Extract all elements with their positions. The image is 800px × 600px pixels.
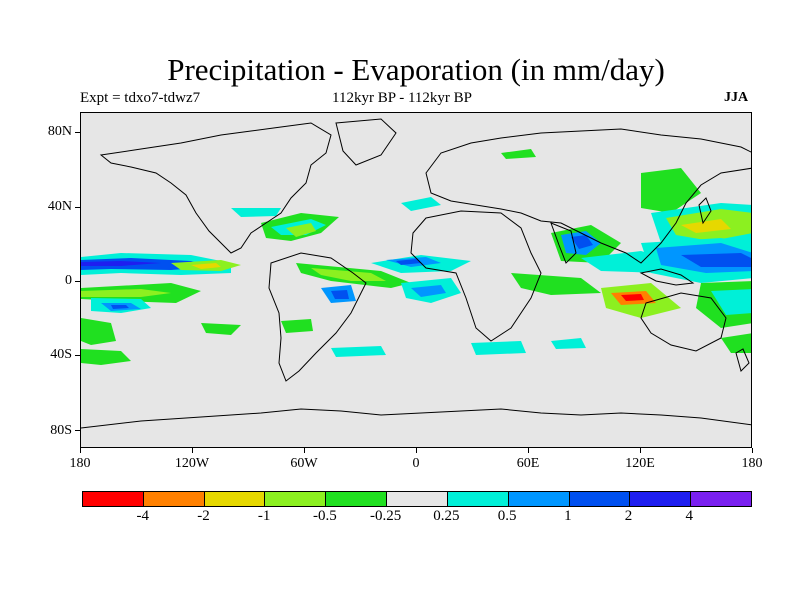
coastline-antarctica	[81, 408, 751, 429]
contour-region	[411, 285, 446, 297]
lat-label-40s: 40S	[50, 347, 72, 362]
axis-tick	[640, 448, 641, 453]
contour-region	[511, 273, 601, 295]
contour-region	[401, 197, 441, 211]
lat-label-80s: 80S	[50, 423, 72, 438]
contour-region	[721, 333, 751, 353]
coastline-eurasia	[425, 128, 751, 264]
colorbar-swatch	[447, 492, 509, 506]
colorbar-swatch	[204, 492, 266, 506]
lon-label-120w: 120W	[174, 456, 210, 471]
coastlines	[81, 118, 751, 429]
lon-label-60e: 60E	[516, 456, 540, 471]
colorbar-label: -4	[136, 508, 149, 524]
lon-label-0: 0	[412, 456, 420, 471]
colorbar-swatch	[691, 492, 751, 506]
axis-tick	[75, 355, 80, 356]
colorbar-swatch	[83, 492, 144, 506]
coastline-greenland	[335, 118, 397, 166]
coastline-india	[550, 222, 577, 264]
lon-label-60w: 60W	[290, 456, 318, 471]
axis-tick	[416, 448, 417, 453]
axis-tick	[304, 448, 305, 453]
contour-region	[396, 259, 421, 265]
colorbar-swatch	[630, 492, 692, 506]
colorbar-swatch	[326, 492, 388, 506]
colorbar-label: -2	[197, 508, 210, 524]
lat-label-40n: 40N	[47, 199, 72, 214]
contour-region	[331, 290, 349, 299]
axis-tick	[528, 448, 529, 453]
colorbar-label: 2	[624, 508, 633, 524]
colorbar-label: 4	[685, 508, 694, 524]
chart-title: Precipitation - Evaporation (in mm/day)	[167, 52, 665, 87]
colorbar-label: 0.5	[497, 508, 517, 524]
contour-region	[471, 341, 526, 355]
axis-tick	[75, 132, 80, 133]
map-panel	[80, 112, 752, 448]
precipitation-map	[81, 118, 751, 429]
coastline-australia	[640, 292, 727, 352]
contour-region	[231, 208, 281, 217]
contour-fields	[81, 149, 751, 365]
axis-tick	[75, 281, 80, 282]
contour-region	[191, 263, 221, 269]
colorbar-swatch	[265, 492, 327, 506]
contour-region	[81, 289, 171, 297]
coastline-indonesia	[639, 268, 695, 286]
axis-tick	[752, 448, 753, 453]
lon-label-180w: 180	[69, 456, 91, 471]
colorbar-label: 0.25	[433, 508, 460, 524]
coastline-north-america	[99, 122, 332, 254]
axis-tick	[80, 448, 81, 453]
colorbar-swatch	[143, 492, 205, 506]
contour-region	[641, 168, 701, 213]
colorbar-swatch	[569, 492, 631, 506]
season-label: JJA	[724, 90, 749, 105]
contour-region	[111, 305, 129, 309]
contour-region	[281, 319, 313, 333]
contour-region	[621, 294, 644, 301]
coastline-africa	[410, 210, 542, 342]
colorbar-label: -0.5	[313, 508, 337, 524]
colorbar	[82, 491, 752, 507]
coastline-south-america	[268, 252, 367, 382]
contour-region	[286, 223, 316, 237]
contour-region	[681, 253, 751, 267]
lat-label-80n: 80N	[47, 124, 72, 139]
experiment-label: Expt = tdxo7-tdwz7	[80, 90, 201, 106]
colorbar-swatch	[508, 492, 570, 506]
coastline-new-zealand	[735, 348, 750, 372]
lon-label-120e: 120E	[625, 456, 655, 471]
contour-region	[81, 261, 161, 266]
contour-region	[571, 235, 593, 249]
contour-region	[501, 149, 536, 159]
lat-label-0: 0	[65, 273, 72, 288]
axis-tick	[75, 207, 80, 208]
colorbar-label: -0.25	[370, 508, 402, 524]
contour-region	[331, 346, 386, 357]
contour-region	[711, 289, 751, 315]
colorbar-label: 1	[564, 508, 572, 524]
period-label: 112kyr BP - 112kyr BP	[332, 90, 473, 106]
contour-region	[201, 323, 241, 335]
axis-tick	[192, 448, 193, 453]
lon-label-180e: 180	[741, 456, 763, 471]
contour-region	[81, 349, 131, 365]
coastline-japan	[698, 197, 712, 225]
axis-tick	[75, 430, 80, 431]
contour-region	[81, 318, 116, 345]
colorbar-swatch	[387, 492, 448, 506]
contour-region	[681, 219, 731, 233]
colorbar-label: -1	[257, 508, 271, 524]
contour-region	[551, 338, 586, 349]
contour-region	[311, 268, 386, 281]
